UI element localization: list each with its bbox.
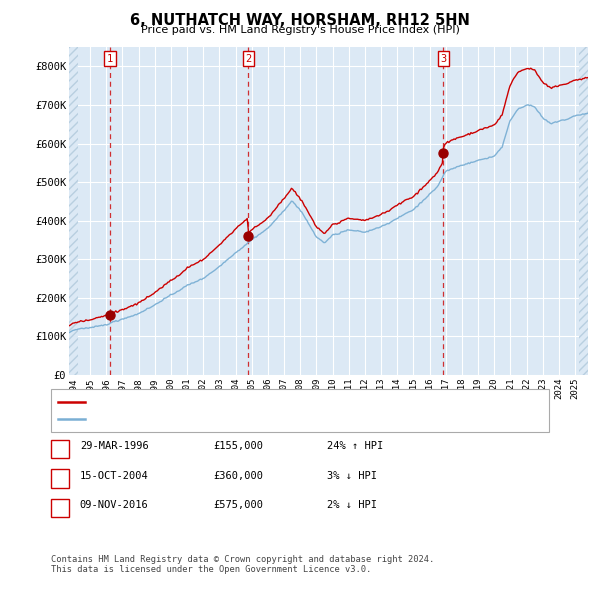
Text: 1: 1	[57, 441, 63, 451]
Text: 3% ↓ HPI: 3% ↓ HPI	[327, 471, 377, 480]
Text: 2: 2	[57, 471, 63, 480]
Text: 15-OCT-2004: 15-OCT-2004	[80, 471, 149, 480]
Text: HPI: Average price, detached house, Horsham: HPI: Average price, detached house, Hors…	[90, 414, 348, 424]
Text: 3: 3	[440, 54, 446, 64]
Text: 6, NUTHATCH WAY, HORSHAM, RH12 5HN: 6, NUTHATCH WAY, HORSHAM, RH12 5HN	[130, 13, 470, 28]
Text: £575,000: £575,000	[213, 500, 263, 510]
Text: 2: 2	[245, 54, 251, 64]
Text: 3: 3	[57, 500, 63, 510]
Text: Price paid vs. HM Land Registry's House Price Index (HPI): Price paid vs. HM Land Registry's House …	[140, 25, 460, 35]
Text: 1: 1	[107, 54, 113, 64]
Text: £155,000: £155,000	[213, 441, 263, 451]
Text: Contains HM Land Registry data © Crown copyright and database right 2024.
This d: Contains HM Land Registry data © Crown c…	[51, 555, 434, 574]
Text: 6, NUTHATCH WAY, HORSHAM, RH12 5HN (detached house): 6, NUTHATCH WAY, HORSHAM, RH12 5HN (deta…	[90, 398, 396, 407]
Text: 2% ↓ HPI: 2% ↓ HPI	[327, 500, 377, 510]
Text: £360,000: £360,000	[213, 471, 263, 480]
Text: 24% ↑ HPI: 24% ↑ HPI	[327, 441, 383, 451]
Text: 29-MAR-1996: 29-MAR-1996	[80, 441, 149, 451]
Text: 09-NOV-2016: 09-NOV-2016	[80, 500, 149, 510]
